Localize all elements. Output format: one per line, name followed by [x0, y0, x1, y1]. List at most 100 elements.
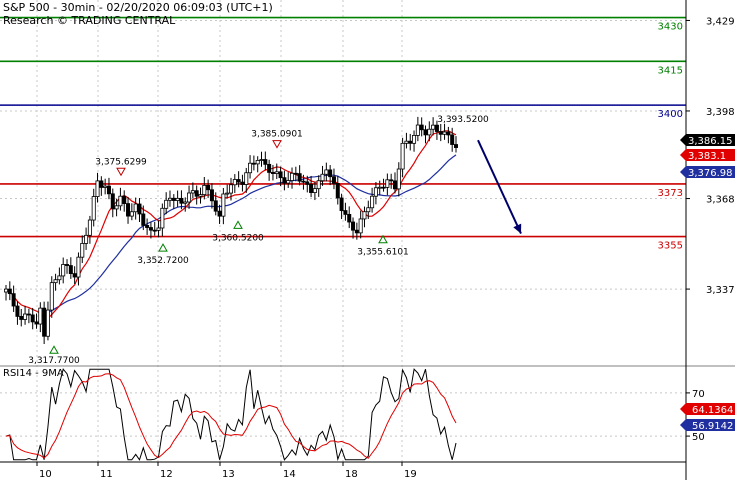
candle-body: [320, 173, 325, 182]
candle-body: [248, 162, 253, 174]
candle-body: [38, 307, 43, 325]
grid: [0, 0, 686, 462]
candle-body: [11, 293, 16, 307]
annotation-6: 3,317.7700: [28, 345, 80, 366]
candle-body: [91, 196, 96, 221]
annotation-label: 3,385.0901: [251, 130, 303, 140]
candle-body: [213, 200, 218, 212]
annotation-label: 3,393.5200: [437, 115, 489, 125]
annotation-4: 3,352.7200: [137, 243, 189, 266]
price-tick-label: 3,398: [706, 107, 735, 118]
candle-body: [389, 179, 394, 182]
candle-body: [160, 207, 165, 229]
candle-body: [263, 159, 268, 165]
forecast-arrow-line: [477, 139, 522, 235]
candle-body: [415, 124, 420, 136]
candle-body: [286, 180, 291, 184]
axes: 3,429 3,398 3,368 3,337 70 50 10 11 12 13 14 18 19: [36, 16, 735, 480]
candle-body: [167, 197, 172, 201]
candle-body: [34, 321, 39, 325]
rsi-panel-title: RSI14 - 9MA: [3, 368, 64, 379]
rsi-badge-1: [680, 419, 735, 431]
candle-body: [198, 194, 203, 197]
candle-body: [194, 190, 199, 197]
candle-body: [381, 186, 386, 189]
date-tick-label: 18: [345, 469, 358, 480]
price-badge-2: [680, 166, 735, 178]
candle-body: [228, 184, 233, 194]
candle-body: [221, 193, 226, 217]
date-tick-label: 13: [222, 469, 235, 480]
candle-body: [129, 211, 134, 217]
rsi-line: [5, 368, 457, 462]
candle-body: [347, 213, 352, 223]
annotation-label: 3,317.7700: [28, 356, 80, 366]
candle-body: [293, 172, 298, 175]
candle-body: [156, 227, 161, 231]
candle-body: [164, 199, 169, 209]
level-label-3415: 3415: [658, 65, 683, 76]
candle-body: [30, 314, 35, 323]
candle-body: [438, 131, 443, 135]
candle-body: [446, 131, 451, 136]
candle-body: [23, 313, 28, 320]
date-tick-label: 14: [283, 469, 296, 480]
support-resistance-levels: 3430 3415 3400 3373 3355: [0, 16, 686, 252]
candle-body: [343, 210, 348, 215]
annotation-1: 3,385.0901: [251, 130, 303, 149]
annotation-label: 3,375.6299: [95, 157, 147, 167]
forecast-arrow-head: [513, 223, 522, 234]
candle-body: [209, 189, 214, 202]
candle-body: [312, 188, 317, 193]
candle-body: [106, 185, 111, 195]
date-tick-label: 12: [160, 469, 173, 480]
candle-body: [110, 193, 115, 210]
candle-body: [453, 144, 458, 148]
candle-body: [244, 172, 249, 185]
annotation-0: 3,393.5200: [437, 115, 489, 125]
candle-body: [7, 288, 12, 295]
rsi-panel: [0, 365, 735, 462]
price-tick-label: 3,368: [706, 195, 735, 206]
candle-body: [366, 207, 371, 213]
candle-body: [431, 124, 436, 130]
candle-body: [175, 197, 180, 201]
candle-body: [240, 181, 245, 185]
candle-body: [427, 128, 432, 136]
candlesticks: [4, 116, 458, 345]
candle-body: [99, 180, 104, 188]
price-annotations: 3,393.5200 3,385.0901 3,375.6299 3,360.5200…: [28, 115, 522, 366]
candle-body: [236, 179, 241, 183]
candle-body: [179, 197, 184, 204]
annotation-label: 3,352.7200: [137, 256, 189, 266]
candle-body: [61, 264, 66, 277]
candle-body: [72, 273, 77, 278]
candle-body: [141, 213, 146, 226]
price-tick-label: 3,337: [706, 285, 735, 296]
candle-body: [423, 129, 428, 136]
date-tick-label: 19: [404, 469, 417, 480]
rsi-ma-line: [5, 373, 457, 459]
rsi-badge-label-0: 64.1364: [692, 405, 733, 416]
candle-body: [373, 187, 378, 197]
level-label-3355: 3355: [658, 241, 683, 252]
blue-moving-average: [44, 154, 457, 314]
candle-body: [65, 264, 70, 266]
candle-body: [442, 131, 447, 135]
candle-body: [84, 234, 89, 244]
rsi-tick-label: 70: [692, 389, 705, 400]
candle-body: [225, 192, 230, 195]
price-badges: 3,386.15 3,383.1 3,376.98 64.1364 56.9142: [680, 134, 735, 432]
annotation-5: 3,355.6101: [357, 234, 409, 258]
price-badge-label-2: 3,376.98: [688, 168, 733, 179]
candle-body: [45, 309, 50, 337]
candle-body: [152, 229, 157, 232]
candle-body: [351, 221, 356, 231]
candle-body: [400, 142, 405, 170]
candle-body: [309, 183, 314, 193]
price-badge-label-0: 3,386.15: [688, 136, 733, 147]
candle-body: [408, 140, 413, 144]
candle-body: [4, 288, 9, 293]
candle-body: [335, 182, 340, 199]
